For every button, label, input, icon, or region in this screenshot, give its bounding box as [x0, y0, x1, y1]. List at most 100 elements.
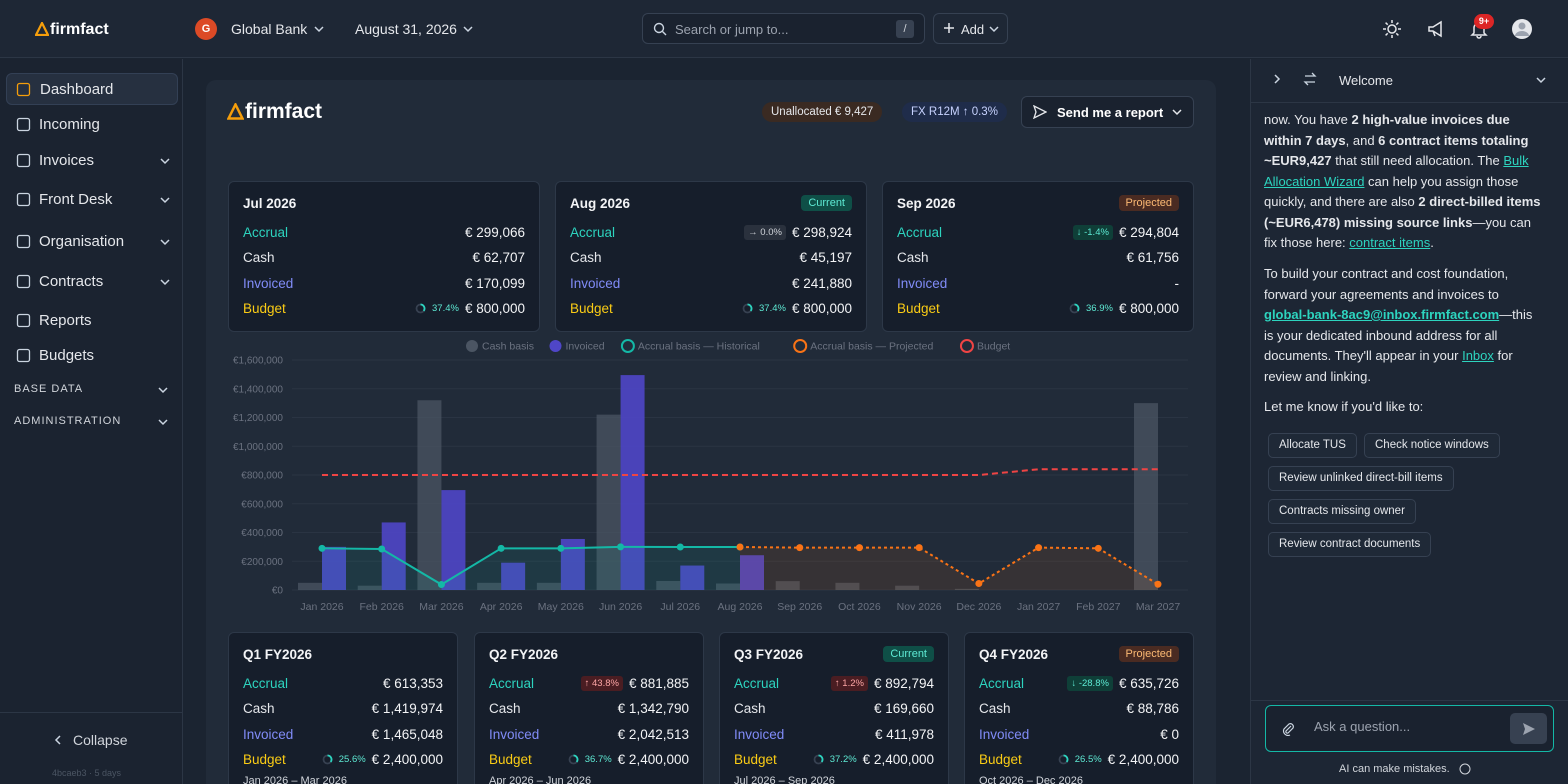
row-right: € 1,342,790: [618, 701, 689, 716]
org-switcher[interactable]: Global Bank: [231, 21, 308, 37]
link[interactable]: contract items: [1349, 235, 1431, 250]
send-button[interactable]: [1510, 713, 1547, 744]
budget-pct: 36.9%: [1086, 303, 1113, 314]
row-label: Budget: [243, 752, 286, 767]
card-row: Cash € 169,660: [734, 698, 934, 720]
nav-item[interactable]: Budgets: [39, 346, 95, 364]
row-value: € 800,000: [1118, 301, 1179, 316]
row-value: € 62,707: [472, 250, 525, 265]
ring-arc: [1063, 754, 1069, 763]
suggestion-chip[interactable]: Check notice windows: [1364, 433, 1500, 458]
chat-paragraph: now. You have 2 high-value invoices due …: [1264, 110, 1544, 254]
plus-icon: [944, 23, 954, 33]
row-label: Cash: [243, 250, 275, 265]
row-right: → 0.0% € 298,924: [744, 224, 852, 240]
row-label: Accrual: [570, 224, 616, 240]
row-value: € 294,804: [1118, 224, 1179, 240]
nav-item[interactable]: Organisation: [39, 232, 125, 250]
disclaimer: AI can make mistakes.: [1339, 763, 1450, 775]
row-label: Budget: [243, 301, 286, 316]
nav-item[interactable]: Reports: [39, 311, 92, 329]
budget-pct: 36.7%: [584, 754, 612, 765]
card-period: Jul 2026 – Sep 2026: [734, 775, 835, 784]
row-right: € 1,465,048: [372, 727, 443, 742]
card-title: Q1 FY2026: [243, 647, 313, 662]
row-label: Budget: [489, 752, 532, 767]
change-badge: ↑ 43.8%: [580, 675, 623, 691]
icon-shape: [16, 348, 31, 363]
row-value: € 635,726: [1118, 675, 1179, 691]
progress-ring: [568, 754, 579, 765]
nav-item[interactable]: Dashboard: [6, 73, 178, 105]
collapse-button[interactable]: Collapse: [73, 732, 128, 748]
chevron-path: [160, 279, 170, 286]
text: for review and linking.: [1264, 348, 1513, 384]
row-value: € 299,066: [464, 224, 525, 240]
chat-input[interactable]: Ask a question...: [1265, 705, 1554, 752]
ring-arc: [327, 754, 333, 763]
text: now. You have: [1264, 112, 1352, 127]
icon-shape: [16, 192, 31, 207]
card-row: Budget 37.4% € 800,000: [570, 298, 852, 320]
user-avatar[interactable]: [1511, 18, 1533, 40]
nav-item[interactable]: Incoming: [39, 115, 100, 133]
chat-title[interactable]: Welcome: [1339, 73, 1393, 88]
row-label: Invoiced: [489, 726, 540, 742]
add-button[interactable]: Add: [933, 13, 1008, 44]
card-row: Accrual ↑ 1.2% € 892,794: [734, 672, 934, 694]
notification-badge: 9+: [1474, 14, 1494, 29]
icon-shape: [16, 82, 31, 97]
card-row: Budget 37.4% € 800,000: [243, 298, 525, 320]
summary-card: Sep 2026 Projected Accrual ↓ -1.4% € 294,804…: [882, 181, 1194, 332]
version: 4bcaeb3 · 5 days: [52, 768, 122, 778]
nav-icon: [16, 234, 31, 249]
unallocated-pill[interactable]: Unallocated € 9,427: [762, 102, 883, 122]
announcements[interactable]: [1426, 19, 1446, 39]
row-label: Accrual: [243, 224, 289, 240]
nav-item[interactable]: Front Desk: [39, 190, 113, 208]
progress-ring: [813, 754, 824, 765]
row-value: € 88,786: [1126, 701, 1179, 716]
card-row: Accrual ↓ -1.4% € 294,804: [897, 221, 1179, 243]
search-box[interactable]: Search or jump to... /: [642, 13, 925, 44]
link[interactable]: global-bank-8ac9@inbox.firmfact.com: [1264, 307, 1500, 322]
row-right: € 1,419,974: [372, 701, 443, 716]
nav-section[interactable]: ADMINISTRATION: [14, 415, 122, 427]
nav-item[interactable]: Invoices: [39, 151, 95, 169]
budget-pct: 25.6%: [338, 754, 366, 765]
nav-section[interactable]: BASE DATA: [14, 383, 84, 395]
date-picker[interactable]: August 31, 2026: [355, 21, 457, 37]
link[interactable]: Inbox: [1462, 348, 1494, 363]
suggestion-chip[interactable]: Review unlinked direct-bill items: [1268, 466, 1454, 491]
budget-pct: 37.4%: [432, 303, 459, 314]
row-value: € 2,042,513: [617, 726, 689, 742]
row-value: € 241,880: [791, 275, 852, 291]
row-label: Budget: [897, 301, 940, 316]
send-report-button[interactable]: Send me a report: [1021, 96, 1194, 128]
suggestion-chip[interactable]: Contracts missing owner: [1268, 499, 1416, 524]
ring-arc: [1074, 303, 1080, 312]
row-label: Accrual: [243, 675, 289, 691]
text: can help you assign those quickly, and t…: [1264, 173, 1519, 210]
card-row: Budget 25.6% € 2,400,000: [243, 749, 443, 771]
row-label: Budget: [979, 752, 1022, 767]
chevron: [158, 387, 168, 394]
row-right: € 88,786: [1126, 701, 1179, 716]
row-right: € 169,660: [874, 701, 934, 716]
theme-toggle[interactable]: [1382, 19, 1402, 39]
icon-shape: [16, 117, 31, 132]
suggestion-chip[interactable]: Review contract documents: [1268, 532, 1432, 557]
org-avatar[interactable]: G: [195, 18, 217, 40]
row-value: € 45,197: [799, 250, 852, 265]
summary-card: Q2 FY2026 Accrual ↑ 43.8% € 881,885 Cash € 1,…: [474, 632, 704, 784]
row-label: Accrual: [734, 675, 780, 691]
suggestion-chip[interactable]: Allocate TUS: [1268, 433, 1357, 458]
nav-icon: [16, 348, 31, 363]
icon-shape: [16, 274, 31, 289]
nav-icon: [16, 82, 31, 97]
card-row: Cash € 1,419,974: [243, 698, 443, 720]
nav-item[interactable]: Contracts: [39, 272, 104, 290]
link[interactable]: Bulk Allocation Wizard: [1264, 153, 1529, 189]
chevron: [463, 26, 473, 33]
